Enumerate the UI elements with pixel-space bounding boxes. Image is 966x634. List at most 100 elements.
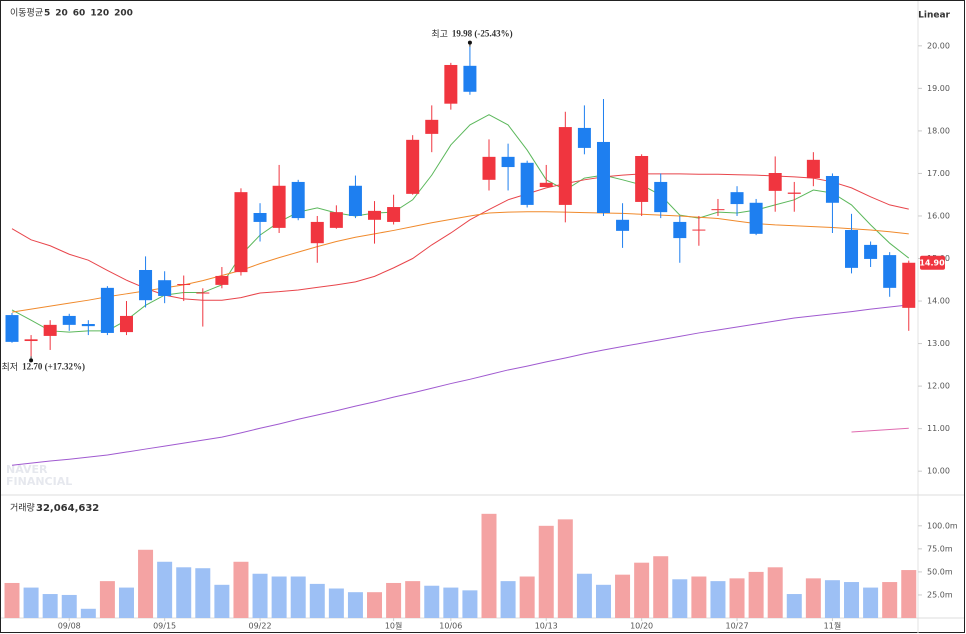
legend-entry: 5 [44,9,50,19]
volume-bar [271,576,287,618]
candle-body [787,192,801,194]
candle-body [43,324,57,336]
volume-bar [233,561,249,618]
candle-body [825,175,839,203]
x-tick-label: 10월 [385,621,403,631]
volume-bar [595,584,611,618]
annotation-dot [467,40,472,45]
candle-body [482,156,496,180]
candle-body [768,173,782,191]
volume-bar [195,568,211,618]
candle-body [520,162,534,205]
candle-body [272,185,286,228]
annotation-dot [29,358,34,363]
annotation-value: 19.98 (-25.43%) [452,29,513,39]
candle-body [234,192,248,273]
volume-bar [462,590,478,618]
x-tick-label: 10/27 [726,622,749,631]
y-tick-label: 18.00 [927,126,950,135]
volume-bar [138,549,154,618]
x-tick-label: 09/08 [58,622,81,631]
volume-bar [42,594,58,618]
volume-bar [786,594,802,618]
volume-bar [386,582,402,618]
candle-body [100,287,114,333]
y-tick-label: 13.00 [927,339,950,348]
candle-body [883,255,897,288]
candle-body [425,119,439,134]
candle-body [406,139,420,194]
candle-body [673,221,687,239]
legend-entry: 120 [90,9,109,19]
candle-body [596,141,610,213]
candle-body [139,269,153,301]
volume-bar [710,581,726,618]
x-tick-label: 11월 [824,621,842,631]
candle-body [654,181,668,213]
candle-body [692,229,706,231]
volume-bar [824,580,840,618]
volume-bar [157,561,173,618]
y-tick-label: 50.0m [927,567,953,576]
candle-body [635,155,649,202]
annotation-title: 최저 [2,362,19,373]
candle-body [62,315,76,325]
annotation-title: 최고 [431,29,448,40]
candle-body [5,315,19,342]
candle-body [577,127,591,148]
volume-bar [481,513,497,618]
y-tick-label: 25.0m [927,590,953,599]
candle-body [444,64,458,104]
volume-bar [672,579,688,618]
candle-body [864,244,878,259]
candle-body [730,192,744,205]
x-tick-label: 10/13 [535,622,558,631]
candle-body [329,212,343,228]
volume-bar [557,519,573,618]
volume-bar [290,576,306,618]
candle-body [711,209,725,211]
volume-bar [405,581,421,618]
x-tick-label: 10/20 [630,622,653,631]
y-tick-label: 100.0m [927,521,958,530]
volume-bar [901,570,917,618]
volume-bar [767,567,783,618]
y-tick-label: 20.00 [927,41,950,50]
volume-bar [691,576,707,618]
volume-bar [538,525,554,618]
legend-entry: 200 [114,9,133,19]
legend-entry: 20 [55,9,68,19]
volume-bar [309,583,325,618]
candle-body [158,280,172,296]
legend-entry: 60 [73,9,86,19]
volume-bar [805,578,821,618]
annotation-value: 12.70 (+17.32%) [22,361,85,371]
volume-bar [214,584,230,618]
volume-bar [23,587,39,618]
ma-line [851,427,909,433]
last-price-label: 14.90 [919,258,945,267]
watermark: FINANCIAL [6,475,72,488]
candle-body [348,185,362,216]
y-tick-label: 11.00 [927,424,950,433]
candle-body [81,324,95,327]
volume-bar [863,587,879,618]
volume-bar [252,573,268,618]
candle-body [177,284,191,286]
y-tick-label: 17.00 [927,169,950,178]
candle-body [902,262,916,308]
x-tick-label: 09/22 [249,622,272,631]
volume-bar [61,594,77,618]
candle-body [368,210,382,220]
volume-latest: 32,064,632 [36,503,99,514]
volume-bar [653,556,669,618]
candle-body [539,182,553,188]
y-tick-label: 10.00 [927,467,950,476]
scale-button[interactable]: Linear [918,11,950,21]
y-tick-label: 12.00 [927,382,950,391]
volume-bar [615,574,631,618]
volume-bar [634,562,650,618]
y-tick-label: 19.00 [927,84,950,93]
